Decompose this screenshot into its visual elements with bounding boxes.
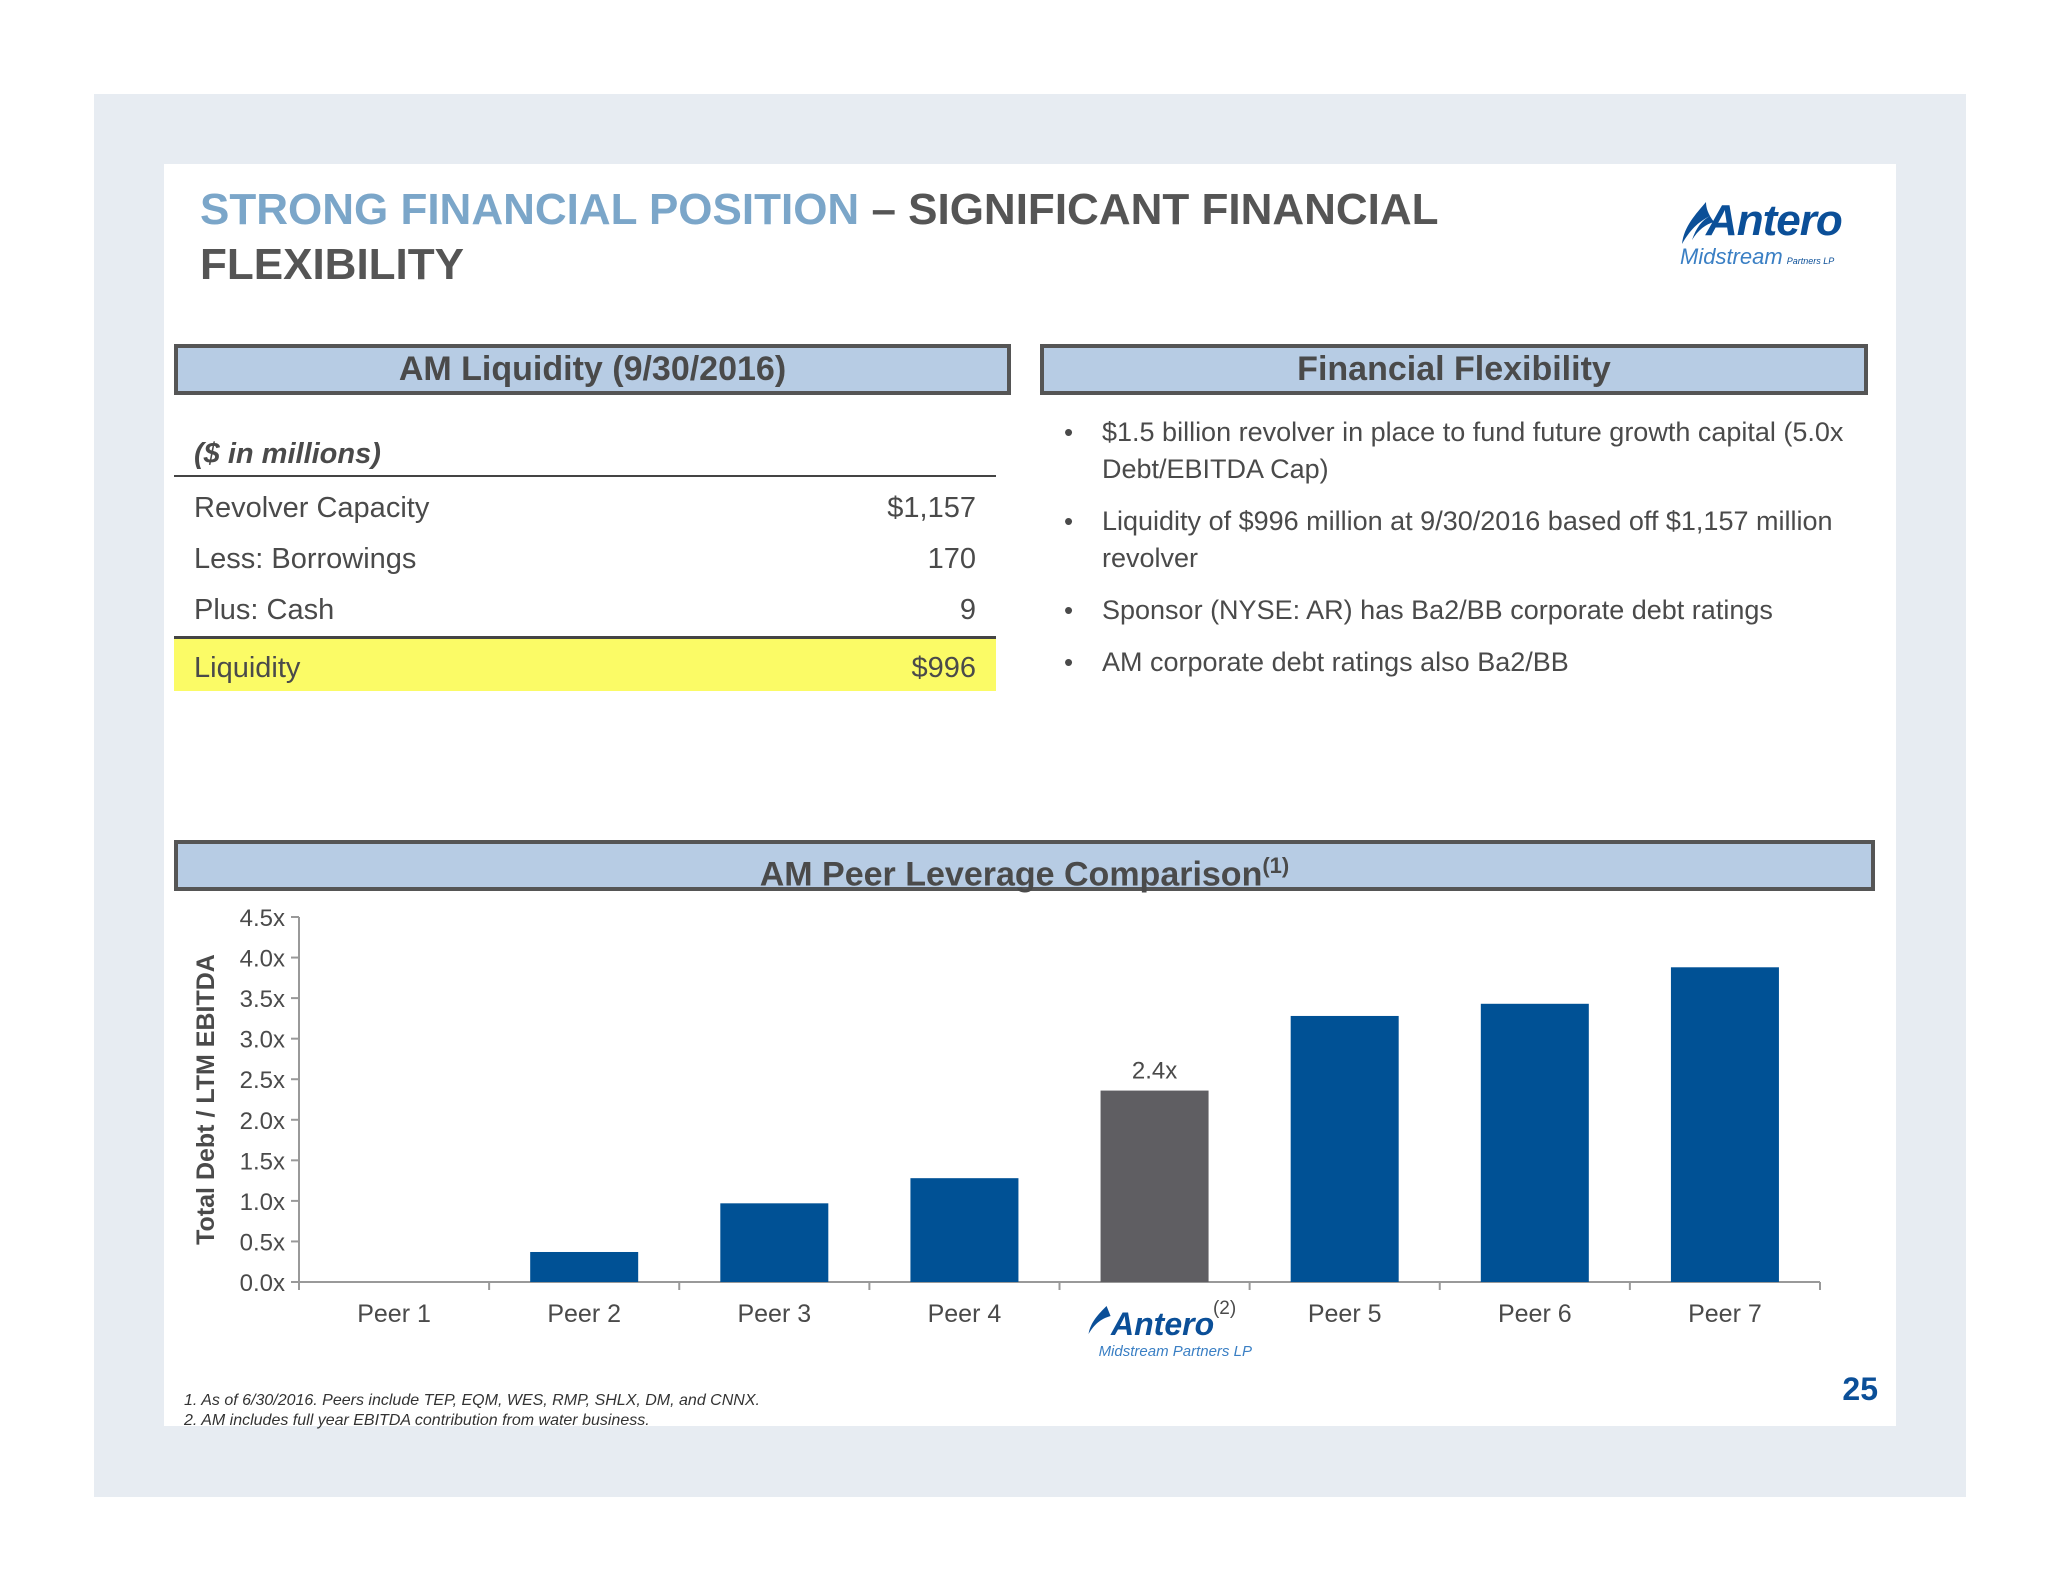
row-value: 170	[927, 543, 976, 575]
liquidity-table: ($ in millions) Revolver Capacity $1,157…	[174, 428, 996, 691]
title-accent: STRONG FINANCIAL POSITION	[200, 185, 860, 234]
liquidity-header-text: AM Liquidity (9/30/2016)	[398, 350, 787, 388]
row-label: Less: Borrowings	[194, 543, 417, 575]
chart-header-sup: (1)	[1262, 853, 1290, 878]
footnote-2: 2. AM includes full year EBITDA contribu…	[184, 1412, 650, 1429]
logo-sub-text: Midstream Partners LP	[1099, 1343, 1252, 1360]
y-tick-label: 4.5x	[240, 905, 285, 932]
bar	[910, 1178, 1019, 1282]
row-label: Revolver Capacity	[194, 492, 430, 524]
antero-logo: Antero Midstream Partners LP	[1676, 194, 1876, 274]
row-label: Plus: Cash	[194, 594, 335, 626]
y-tick-label: 2.0x	[240, 1108, 285, 1135]
y-tick-label: 1.5x	[240, 1148, 285, 1175]
x-tick-label: Peer 3	[737, 1300, 811, 1328]
x-tick-label: Peer 5	[1308, 1300, 1382, 1328]
y-tick-label: 3.5x	[240, 986, 285, 1013]
units-label: ($ in millions)	[174, 428, 996, 477]
y-tick-label: 4.0x	[240, 946, 285, 973]
chart-header-text: AM Peer Leverage Comparison	[759, 855, 1263, 894]
liquidity-header: AM Liquidity (9/30/2016)	[174, 344, 1011, 395]
bar	[1480, 1003, 1589, 1282]
logo-sub-text: Midstream	[1680, 244, 1783, 269]
slide: STRONG FINANCIAL POSITION – SIGNIFICANT …	[164, 164, 1896, 1429]
data-label: 2.4x	[1132, 1058, 1177, 1085]
x-tick-label: Peer 6	[1498, 1300, 1572, 1328]
title-rest: – SIGNIFICANT FINANCIAL FLEXIBILITY	[200, 185, 1438, 289]
list-item: Sponsor (NYSE: AR) has Ba2/BB corporate …	[1064, 592, 1864, 629]
y-tick-label: 1.0x	[240, 1189, 285, 1216]
page-title: STRONG FINANCIAL POSITION – SIGNIFICANT …	[200, 182, 1600, 292]
bar	[1100, 1090, 1209, 1282]
logo-sub: Midstream Partners LP	[1680, 244, 1834, 270]
flexibility-header-text: Financial Flexibility	[1297, 350, 1611, 388]
row-value: $1,157	[887, 492, 976, 524]
flame-icon	[1088, 1306, 1111, 1334]
total-label: Liquidity	[194, 652, 301, 684]
table-row: Less: Borrowings 170	[174, 534, 996, 585]
y-tick-label: 3.0x	[240, 1027, 285, 1054]
x-tick-label: Peer 4	[928, 1300, 1002, 1328]
x-tick-label: Peer 2	[547, 1300, 621, 1328]
list-item: Liquidity of $996 million at 9/30/2016 b…	[1064, 503, 1864, 577]
list-item: $1.5 billion revolver in place to fund f…	[1064, 414, 1864, 488]
total-value: $996	[911, 652, 976, 684]
footnotes: 1. As of 6/30/2016. Peers include TEP, E…	[184, 1391, 1284, 1431]
logo-word: Antero	[1706, 196, 1843, 245]
footnote-1: 1. As of 6/30/2016. Peers include TEP, E…	[184, 1392, 760, 1409]
flame-icon	[1682, 202, 1714, 244]
y-tick-label: 2.5x	[240, 1067, 285, 1094]
flexibility-list: $1.5 billion revolver in place to fund f…	[1064, 414, 1864, 696]
y-tick-label: 0.5x	[240, 1229, 285, 1256]
chart-header: AM Peer Leverage Comparison(1)	[174, 840, 1875, 894]
x-tick-label: Antero	[1110, 1306, 1214, 1342]
bar	[530, 1251, 639, 1282]
table-row: Plus: Cash 9	[174, 585, 996, 636]
list-item: AM corporate debt ratings also Ba2/BB	[1064, 644, 1864, 681]
flexibility-header: Financial Flexibility	[1040, 344, 1868, 395]
total-row: Liquidity $996	[174, 636, 996, 691]
y-tick-label: 0.0x	[240, 1270, 285, 1297]
page-number: 25	[1842, 1371, 1878, 1407]
row-value: 9	[959, 594, 976, 626]
x-tick-label: Peer 7	[1688, 1300, 1762, 1328]
x-tick-label: Peer 1	[357, 1300, 431, 1328]
y-axis-label: Total Debt / LTM EBITDA	[192, 954, 220, 1245]
logo-tag: Partners LP	[1786, 256, 1835, 266]
category-footnote: (2)	[1213, 1298, 1236, 1319]
bar	[1290, 1015, 1399, 1282]
bar	[1670, 967, 1779, 1282]
table-row: Revolver Capacity $1,157	[174, 483, 996, 534]
bar	[720, 1203, 829, 1282]
